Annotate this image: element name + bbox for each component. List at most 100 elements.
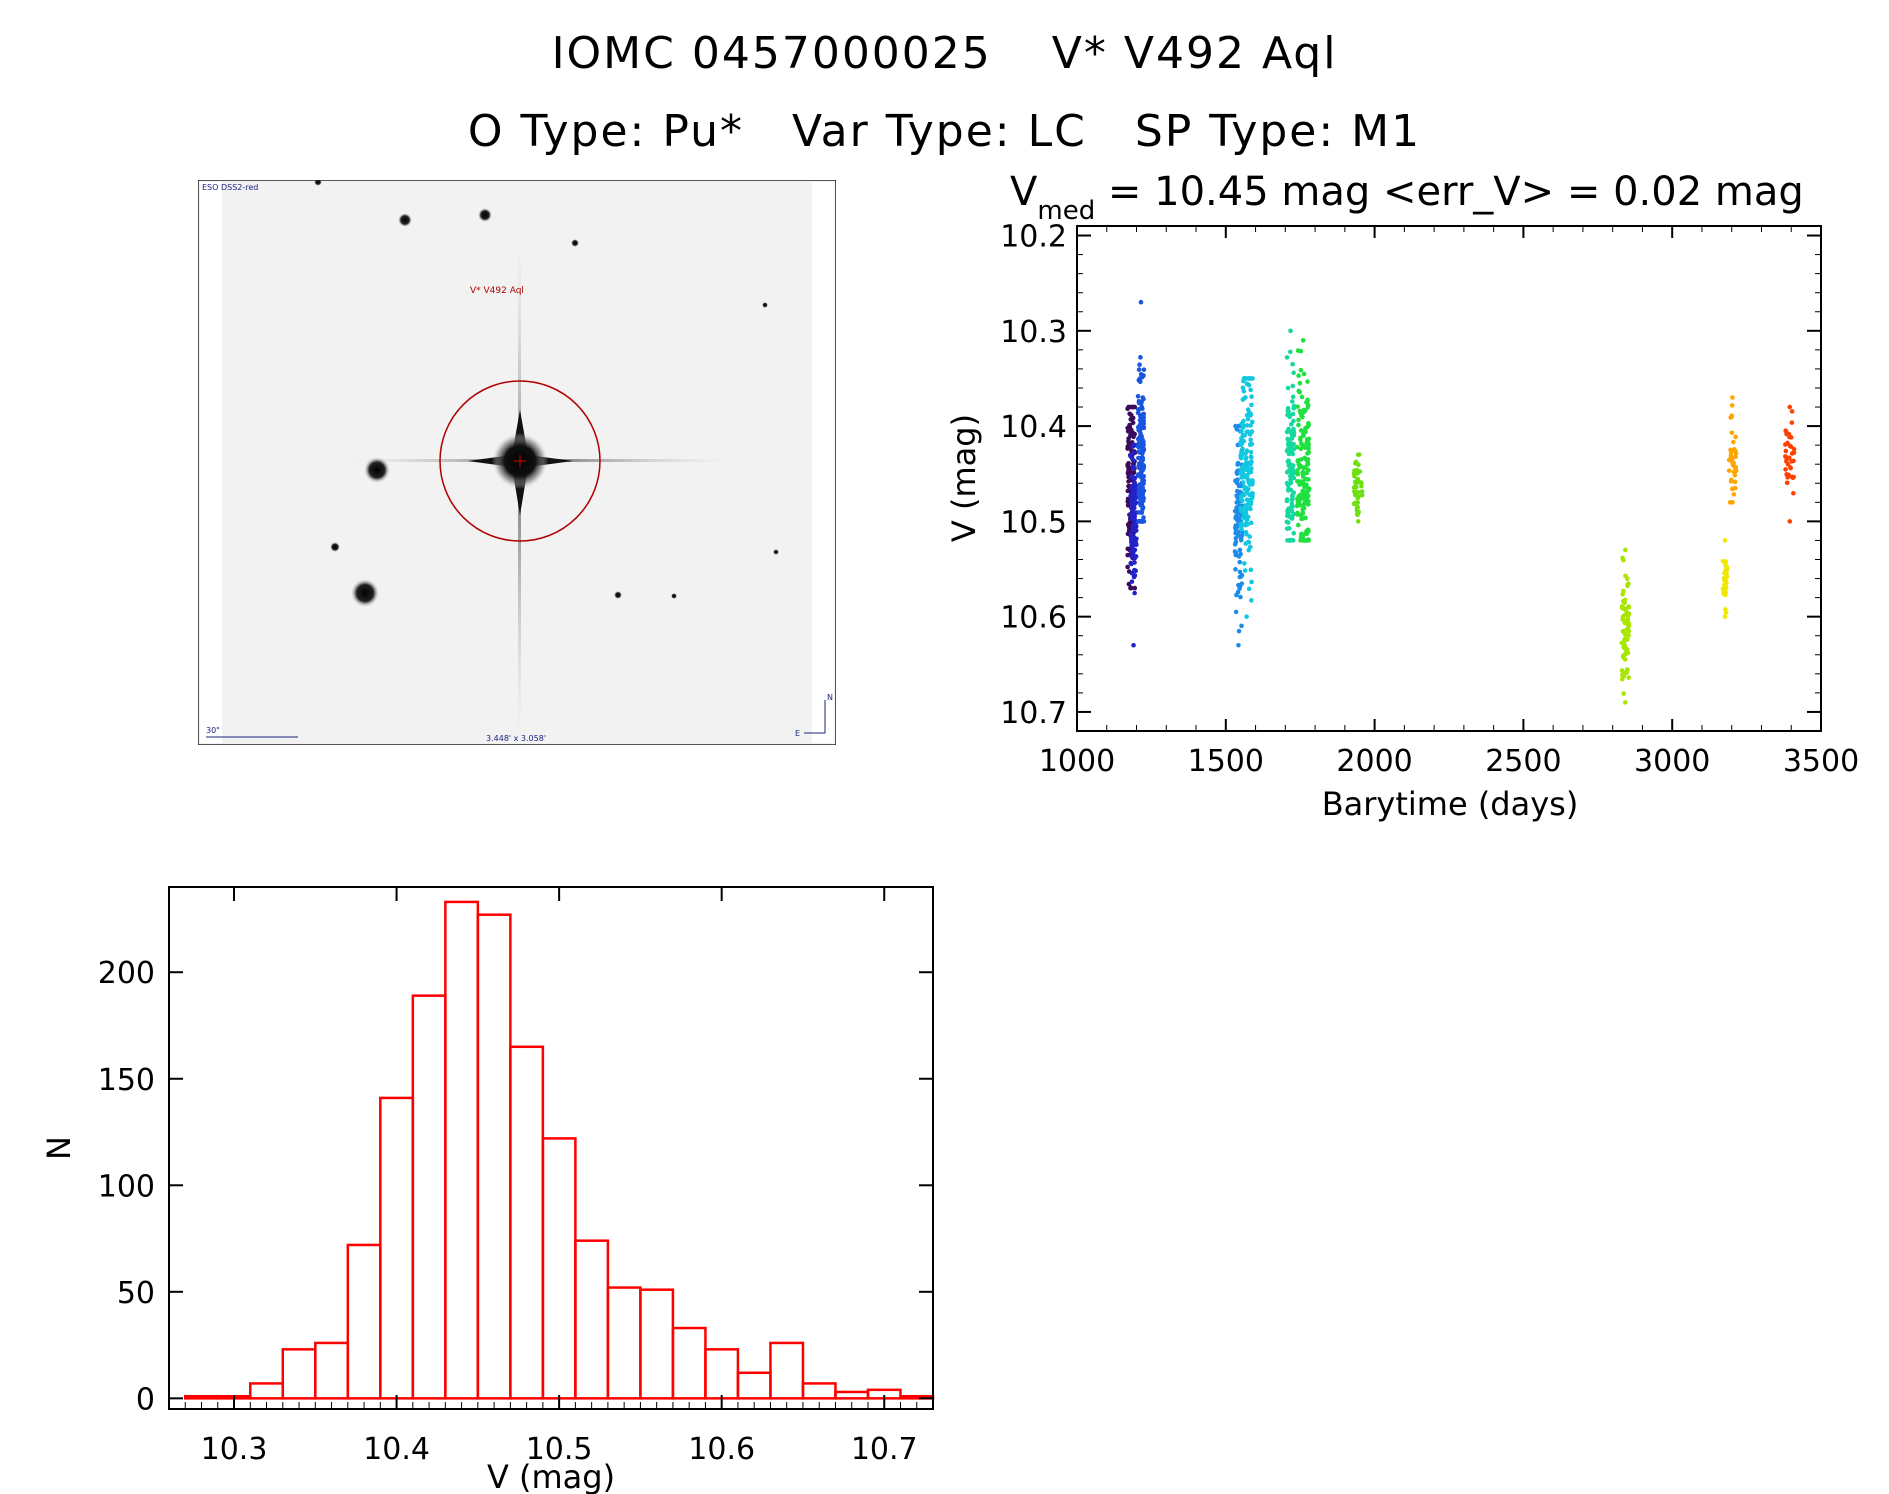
- hist-y-tick-label: 50: [117, 1276, 155, 1311]
- lc-data-point: [1355, 500, 1361, 505]
- lc-data-point: [1729, 430, 1735, 436]
- lc-data-point: [1305, 440, 1311, 446]
- hist-bar: [639, 1288, 675, 1400]
- lc-data-point: [1724, 566, 1730, 571]
- lc-data-point: [1789, 451, 1795, 456]
- lc-data-point: [1295, 470, 1300, 476]
- lc-data-point: [1730, 500, 1735, 505]
- lc-data-point: [1306, 436, 1312, 442]
- hist-y-tick-label: 150: [98, 1063, 155, 1098]
- lc-data-point: [1733, 468, 1739, 474]
- lc-data-point: [1135, 407, 1141, 412]
- lc-data-point: [1355, 519, 1361, 524]
- lc-data-point: [1134, 542, 1139, 548]
- lc-data-point: [1248, 567, 1254, 573]
- lc-data-point: [1303, 484, 1308, 490]
- lc-data-point: [1788, 435, 1794, 440]
- lc-data-point: [1288, 349, 1293, 355]
- lc-data-point: [1285, 509, 1291, 515]
- lc-data-point: [1300, 471, 1306, 477]
- lc-data-point: [1723, 563, 1728, 568]
- lc-data-point: [1722, 538, 1728, 543]
- lc-data-point: [1130, 494, 1136, 499]
- lc-data-point: [1249, 579, 1254, 585]
- lc-data-point: [1137, 466, 1143, 471]
- lc-data-point: [1240, 480, 1246, 485]
- lc-data-point: [1789, 409, 1795, 414]
- lc-data-point: [1355, 452, 1361, 457]
- lc-data-point: [1285, 412, 1290, 418]
- lc-data-point: [1141, 396, 1146, 402]
- lc-data-point: [1626, 581, 1631, 586]
- var-type: Var Type: LC: [792, 106, 1087, 157]
- lc-data-point: [1356, 509, 1362, 515]
- lc-data-point: [1289, 422, 1294, 427]
- lc-data-point: [1723, 585, 1729, 591]
- hist-bar: [671, 1326, 707, 1400]
- lc-data-point: [1243, 503, 1248, 508]
- lc-data-point: [1791, 474, 1796, 480]
- lc-data-point: [1243, 529, 1249, 535]
- star-name: V* V492 Aql: [1051, 28, 1338, 79]
- field-star: [314, 180, 322, 186]
- lc-data-point: [1289, 436, 1295, 441]
- lc-data-point: [1621, 691, 1626, 696]
- lc-data-point: [1235, 477, 1240, 482]
- lc-data-point: [1128, 433, 1133, 438]
- lc-data-point: [1301, 371, 1307, 377]
- lc-data-point: [1248, 506, 1253, 512]
- lc-data-point: [1290, 493, 1295, 498]
- survey-label: ESO DSS2-red: [202, 183, 258, 192]
- lc-data-point: [1622, 630, 1628, 636]
- lc-data-point: [1300, 496, 1306, 501]
- lc-data-point: [1619, 668, 1625, 673]
- lc-data-point: [1136, 443, 1141, 449]
- lc-title: Vmed = 10.45 mag <err_V> = 0.02 mag: [1010, 169, 1804, 226]
- lc-data-point: [1785, 440, 1790, 446]
- fov-label: 3.448' x 3.058': [486, 734, 546, 743]
- field-star: [351, 579, 379, 607]
- lc-data-point: [1301, 502, 1307, 508]
- lc-x-tick-label: 2500: [1485, 744, 1561, 779]
- lc-data-point: [1243, 541, 1249, 546]
- lc-data-point: [1140, 444, 1145, 450]
- lc-data-point: [1305, 498, 1311, 504]
- lc-data-point: [1246, 497, 1252, 503]
- lc-data-point: [1245, 416, 1251, 422]
- lc-data-point: [1132, 590, 1137, 596]
- lc-data-point: [1623, 620, 1629, 625]
- lc-data-point: [1134, 536, 1139, 542]
- lc-data-point: [1291, 418, 1296, 424]
- lc-data-point: [1298, 512, 1304, 518]
- lc-data-point: [1291, 405, 1297, 411]
- lc-data-point: [1288, 328, 1293, 334]
- lc-data-point: [1786, 472, 1791, 478]
- lc-data-point: [1136, 398, 1142, 404]
- field-star: [364, 457, 390, 483]
- lc-data-point: [1288, 477, 1293, 482]
- lc-data-point: [1127, 465, 1133, 470]
- lc-data-point: [1238, 525, 1244, 530]
- lc-data-point: [1285, 436, 1291, 442]
- lc-data-point: [1238, 574, 1244, 579]
- lc-data-point: [1286, 426, 1291, 432]
- lc-data-point: [1359, 483, 1364, 489]
- lc-data-point: [1243, 451, 1248, 456]
- lc-data-point: [1291, 426, 1296, 432]
- lc-x-tick-label: 3500: [1783, 744, 1859, 779]
- lc-data-point: [1245, 382, 1251, 387]
- lc-data-point: [1298, 492, 1304, 497]
- lc-data-point: [1733, 454, 1738, 460]
- lc-data-point: [1304, 489, 1310, 495]
- lc-data-point: [1132, 560, 1137, 565]
- lc-data-point: [1357, 469, 1363, 474]
- east-label: E: [795, 729, 800, 738]
- lc-data-point: [1291, 530, 1297, 536]
- hist-x-tick-label: 10.5: [526, 1432, 593, 1467]
- lc-data-point: [1239, 450, 1244, 455]
- lc-data-point: [1304, 470, 1309, 476]
- lc-data-point: [1298, 428, 1304, 433]
- lc-data-point: [1733, 434, 1738, 440]
- lc-data-point: [1140, 495, 1146, 501]
- lc-data-point: [1135, 393, 1141, 399]
